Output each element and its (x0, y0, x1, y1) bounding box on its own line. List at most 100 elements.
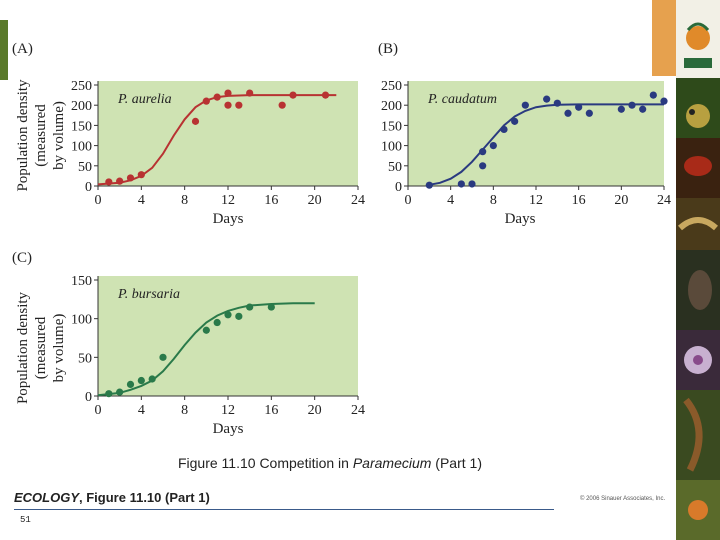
y-tick-label: 150 (381, 119, 402, 134)
y-tick-label: 100 (71, 313, 92, 328)
x-tick-label: 20 (308, 193, 322, 208)
data-point (246, 303, 254, 311)
data-point (468, 180, 476, 188)
data-point (564, 109, 572, 117)
x-tick-label: 4 (138, 403, 145, 418)
data-point (235, 101, 243, 109)
data-point (660, 97, 668, 105)
photo-tile-bird (676, 480, 720, 540)
x-tick-label: 12 (221, 403, 235, 418)
data-point (543, 95, 551, 103)
source-credit: ECOLOGY, Figure 11.10 (Part 1) (14, 490, 210, 505)
panel-label: (C) (12, 250, 32, 266)
x-tick-label: 12 (529, 193, 543, 208)
photo-tile-frog (676, 78, 720, 138)
data-point (521, 101, 529, 109)
x-tick-label: 12 (221, 193, 235, 208)
species-title: P. caudatum (427, 92, 497, 107)
y-tick-label: 100 (381, 140, 402, 155)
data-point (213, 93, 221, 101)
data-point (553, 99, 561, 107)
y-axis-label-line: by volume) (51, 101, 67, 170)
data-point (500, 125, 508, 134)
x-tick-label: 24 (351, 403, 365, 418)
data-point (126, 380, 135, 388)
data-point (126, 174, 135, 182)
data-point (585, 109, 593, 117)
data-point (489, 142, 497, 150)
y-tick-label: 0 (395, 180, 402, 195)
x-tick-label: 4 (447, 193, 454, 208)
x-tick-label: 16 (572, 193, 586, 208)
data-point (246, 89, 254, 97)
data-point (457, 180, 465, 188)
data-point (617, 105, 625, 113)
species-title: P. bursaria (117, 287, 180, 302)
credit-divider (14, 509, 554, 510)
credit-book: ECOLOGY (14, 490, 80, 505)
y-tick-label: 50 (78, 160, 92, 175)
logo-tile (676, 0, 720, 78)
data-point (137, 171, 145, 179)
y-tick-label: 200 (71, 99, 92, 114)
data-point (224, 101, 232, 109)
data-point (278, 101, 286, 109)
x-tick-label: 20 (614, 193, 628, 208)
x-tick-label: 8 (490, 193, 497, 208)
data-point (628, 101, 636, 109)
y-tick-label: 250 (381, 79, 402, 94)
y-axis-label-line: by volume) (51, 314, 67, 383)
x-axis-label: Days (505, 211, 536, 227)
data-point (235, 312, 243, 320)
photo-tile-monkey (676, 250, 720, 330)
species-title: P. aurelia (117, 92, 172, 107)
caption-genus: Paramecium (352, 455, 432, 471)
x-tick-label: 0 (95, 193, 102, 208)
data-point (148, 375, 156, 383)
y-tick-label: 100 (71, 140, 92, 155)
data-point (479, 162, 487, 170)
x-tick-label: 4 (138, 193, 145, 208)
y-tick-label: 50 (388, 160, 402, 175)
x-axis-label: Days (213, 421, 244, 437)
panel-label: (B) (378, 41, 398, 57)
data-point (267, 303, 275, 311)
chart-panel-c: 0 4 8 12 16 20 24 0 50 100 150 Days Population densi… (12, 250, 365, 437)
y-tick-label: 150 (71, 119, 92, 134)
logistic-curve (97, 94, 337, 186)
y-tick-label: 150 (71, 274, 92, 289)
y-axis-label-line: (measured (33, 316, 49, 379)
y-tick-label: 50 (78, 351, 92, 366)
panel-label: (A) (12, 41, 33, 57)
x-tick-label: 0 (405, 193, 412, 208)
plot-background (408, 81, 664, 186)
logistic-curve (429, 103, 664, 186)
data-point (224, 311, 232, 319)
logistic-curve (97, 302, 315, 397)
figure-caption: Figure 11.10 Competition in Paramecium (… (0, 455, 660, 471)
caption-lead: Figure 11.10 Competition in (177, 455, 353, 471)
data-point (105, 178, 113, 186)
institution-logo-icon (684, 22, 712, 68)
chart-panel-a: 0 4 8 12 16 20 24 0 50 100 150 200 250 Days Population… (12, 41, 365, 227)
data-point (224, 89, 232, 97)
y-axis-label-line: Population density (15, 291, 31, 404)
data-point (159, 353, 167, 361)
data-point (105, 390, 113, 398)
x-tick-label: 24 (351, 193, 365, 208)
data-point (116, 177, 124, 185)
data-point (191, 117, 200, 125)
caption-tail: (Part 1) (431, 455, 482, 471)
data-point (649, 91, 657, 99)
x-tick-label: 16 (264, 193, 278, 208)
data-point (321, 91, 330, 99)
x-tick-label: 0 (95, 403, 102, 418)
plot-background (98, 276, 358, 396)
data-point (639, 105, 647, 113)
y-tick-label: 250 (71, 79, 92, 94)
y-tick-label: 200 (381, 99, 402, 114)
y-axis-label-line: Population density (15, 79, 31, 192)
photo-tile-salamander (676, 390, 720, 480)
data-point (213, 318, 221, 327)
credit-rest: , Figure 11.10 (Part 1) (79, 490, 210, 505)
